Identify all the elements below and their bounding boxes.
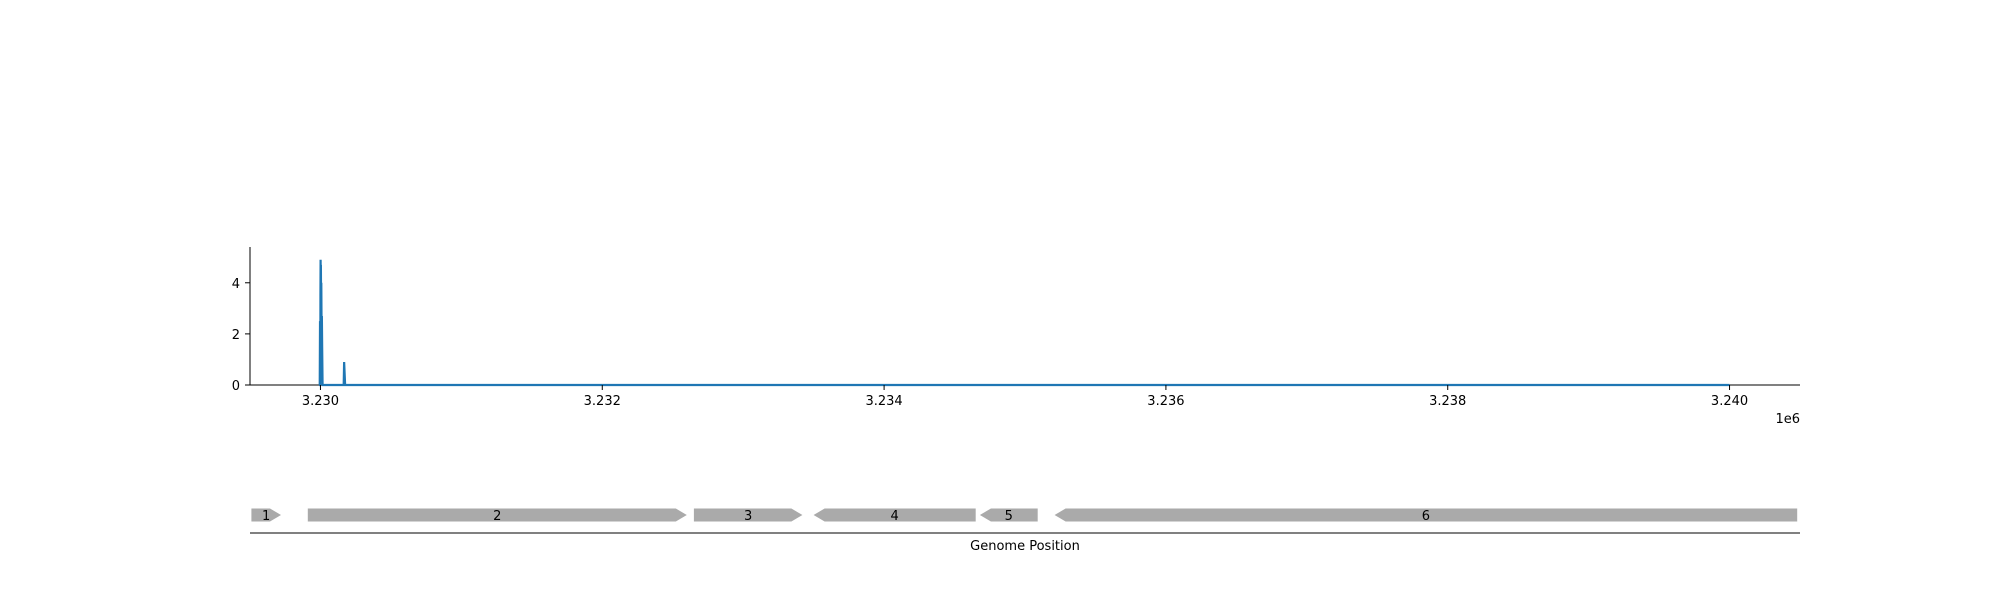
x-tick-label: 3.234 xyxy=(865,394,902,409)
gene-label-2: 2 xyxy=(493,509,501,524)
x-tick-label: 3.232 xyxy=(584,394,621,409)
gene-arrow-2 xyxy=(307,508,687,522)
gene-label-1: 1 xyxy=(262,509,270,524)
x-axis-offset-label: 1e6 xyxy=(1775,412,1800,427)
gene-label-5: 5 xyxy=(1005,509,1013,524)
y-tick-label: 4 xyxy=(232,277,240,292)
gene-track-panel: 1 2 3 4 5 6 Genome Position xyxy=(250,508,1800,554)
x-tick-label: 3.236 xyxy=(1147,394,1184,409)
x-tick-label: 3.238 xyxy=(1429,394,1466,409)
gene-arrows: 1 2 3 4 5 6 xyxy=(251,508,1798,524)
coverage-x-ticks: 3.230 3.232 3.234 3.236 3.238 3.240 xyxy=(302,385,1748,409)
gene-arrow-1 xyxy=(251,508,281,522)
y-tick-label: 0 xyxy=(232,379,240,394)
gene-label-4: 4 xyxy=(891,509,899,524)
gene-arrow-6 xyxy=(1054,508,1798,522)
gene-arrow-5 xyxy=(979,508,1038,522)
y-tick-label: 2 xyxy=(232,328,240,343)
x-axis-label: Genome Position xyxy=(970,539,1080,554)
x-tick-label: 3.230 xyxy=(302,394,339,409)
x-tick-label: 3.240 xyxy=(1711,394,1748,409)
coverage-y-ticks: 0 2 4 xyxy=(232,277,250,394)
gene-label-6: 6 xyxy=(1422,509,1430,524)
gene-arrow-3 xyxy=(693,508,803,522)
coverage-series-line xyxy=(318,259,1730,387)
gene-arrow-4 xyxy=(813,508,976,522)
gene-label-3: 3 xyxy=(744,509,752,524)
coverage-panel: 0 2 4 3.230 3.232 3.234 3.236 3.238 3.240 1e6 xyxy=(232,247,1800,427)
